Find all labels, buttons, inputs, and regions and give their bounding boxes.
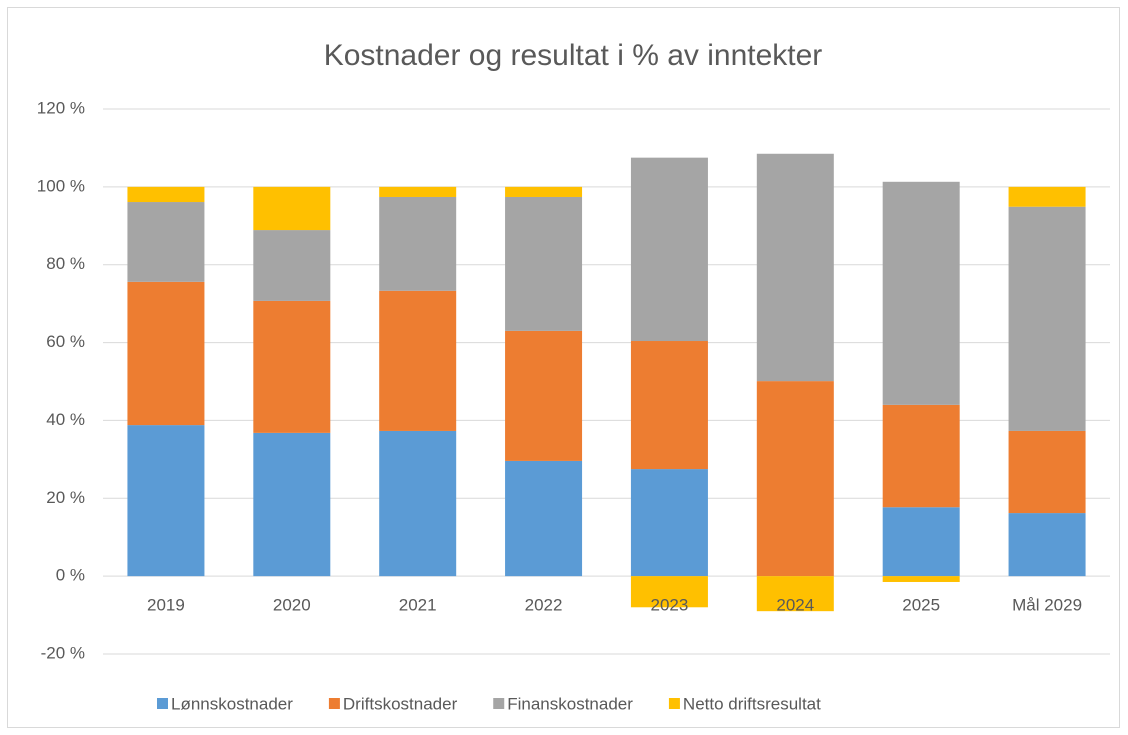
bar-segment xyxy=(882,404,960,508)
bar-segment xyxy=(379,186,457,197)
bar-segment xyxy=(127,281,205,426)
bar-segment xyxy=(1008,513,1086,577)
bar-segment xyxy=(1008,186,1086,207)
bar-segment xyxy=(630,469,708,577)
y-tick-label: 100 % xyxy=(37,176,85,195)
bar-segment xyxy=(379,430,457,577)
legend-label: Netto driftsresultat xyxy=(683,694,821,713)
legend-label: Lønnskostnader xyxy=(171,694,293,713)
bar-segment xyxy=(756,381,834,577)
bar-segment xyxy=(379,290,457,431)
bar-segment xyxy=(756,153,834,382)
legend-swatch xyxy=(493,698,505,709)
bar-segment xyxy=(882,181,960,405)
x-tick-label: 2021 xyxy=(399,595,437,614)
bar-segment xyxy=(253,432,331,577)
x-tick-label: 2025 xyxy=(902,595,940,614)
bar-segment xyxy=(630,576,708,608)
bar-segment xyxy=(505,460,583,577)
bar-segment xyxy=(253,300,331,433)
x-tick-label: 2020 xyxy=(273,595,311,614)
bar-segment xyxy=(505,196,583,331)
y-tick-label: 0 % xyxy=(56,566,85,585)
y-tick-label: 120 % xyxy=(37,98,85,117)
legend-swatch xyxy=(157,698,168,709)
bar-segment xyxy=(630,341,708,470)
legend-label: Finanskostnader xyxy=(507,694,633,713)
bar-segment xyxy=(1008,430,1086,514)
x-tick-label: 2019 xyxy=(147,595,185,614)
bar-segment xyxy=(882,507,960,577)
bar-segment xyxy=(756,576,834,612)
x-tick-label: 2024 xyxy=(776,595,814,614)
bar-segment xyxy=(127,202,205,282)
y-tick-label: 60 % xyxy=(46,332,85,351)
bar-segment xyxy=(127,186,205,203)
legend-label: Driftskostnader xyxy=(343,694,458,713)
y-tick-label: 20 % xyxy=(46,488,85,507)
chart-title: Kostnader og resultat i % av inntekter xyxy=(324,39,823,72)
bar-segment xyxy=(505,186,583,197)
y-tick-label: -20 % xyxy=(41,643,85,662)
bar-segment xyxy=(630,157,708,342)
bar-segment xyxy=(1008,206,1086,431)
legend-swatch xyxy=(668,698,680,709)
x-tick-label: 2022 xyxy=(525,595,563,614)
y-tick-label: 80 % xyxy=(46,254,85,273)
y-tick-label: 40 % xyxy=(46,410,85,429)
x-tick-label: 2023 xyxy=(651,595,689,614)
bar-segment xyxy=(505,330,583,461)
x-tick-label: Mål 2029 xyxy=(1012,595,1082,614)
bar-segment xyxy=(882,576,960,582)
bar-segment xyxy=(253,186,331,231)
bar-segment xyxy=(379,196,457,291)
legend-swatch xyxy=(328,698,340,709)
bar-segment xyxy=(253,230,331,301)
bar-segment xyxy=(127,425,205,577)
